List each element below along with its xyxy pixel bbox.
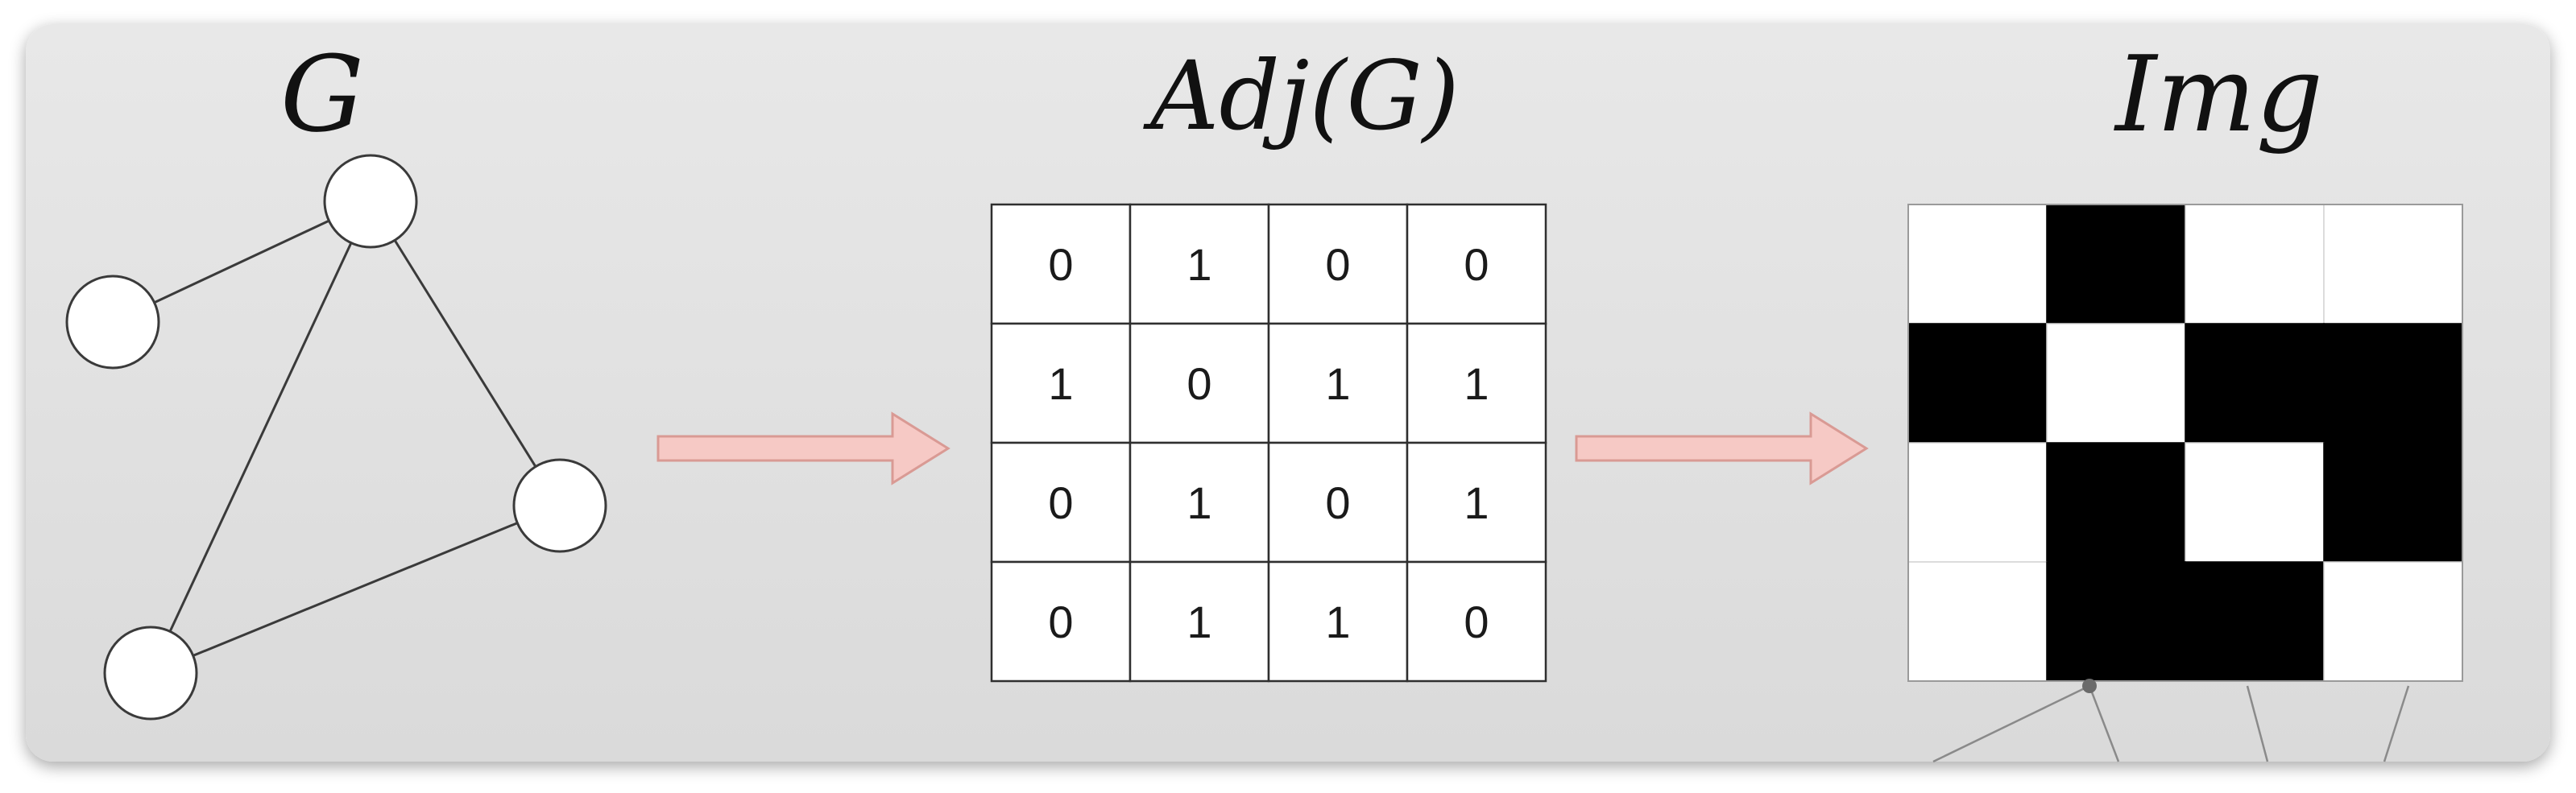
matrix-cell [1267, 560, 1409, 683]
image-pixel [1907, 204, 2048, 324]
connector-dot [2082, 679, 2097, 693]
graph-node [103, 626, 198, 721]
image-pixel [1907, 442, 2048, 563]
edge-n2-n4 [149, 200, 372, 674]
image-pixel [1907, 561, 2048, 682]
arrow-matrix-to-image [1575, 411, 1869, 485]
arrow-graph-to-matrix [656, 411, 950, 485]
image-pixel [2046, 323, 2186, 444]
matrix-cell [1129, 322, 1270, 444]
matrix-cell-value: 0 [1325, 477, 1350, 528]
matrix-cell [1406, 322, 1547, 444]
image-pixel [1907, 323, 2048, 444]
graph-title: G [280, 33, 364, 155]
edge-n2-n3 [369, 200, 561, 506]
edge-n3-n4 [150, 504, 561, 675]
connector-line [1932, 684, 2090, 763]
graph-edges [112, 200, 561, 675]
graph-node [323, 154, 418, 249]
matrix-cell [1129, 560, 1270, 683]
matrix-cell [1267, 203, 1409, 325]
image-connector-lines [1932, 684, 2410, 763]
graph-node [512, 458, 607, 553]
matrix-cell [1406, 203, 1547, 325]
matrix-cell [990, 560, 1132, 683]
matrix-cell [1267, 441, 1409, 564]
edge-n1-n2 [112, 200, 371, 324]
image-pixel [2185, 204, 2325, 324]
matrix-cell-value: 0 [1187, 358, 1211, 409]
matrix-cell-value: 1 [1187, 477, 1211, 528]
image-pixel [2323, 442, 2463, 563]
connector-line [2383, 685, 2410, 762]
graph-node [65, 275, 160, 370]
image-pixel [2185, 442, 2325, 563]
matrix-cell-value: 0 [1048, 597, 1073, 647]
matrix-section: Adj(G) 0 1 0 0 1 0 1 1 0 1 0 1 0 1 1 0 [990, 40, 1547, 683]
matrix-cell-value: 1 [1187, 239, 1211, 290]
matrix-cell [990, 441, 1132, 564]
matrix-cell [990, 203, 1132, 325]
image-pixel [2323, 323, 2463, 444]
matrix-cell-value: 0 [1464, 597, 1489, 647]
graph-section: G [65, 33, 607, 721]
matrix-cell [1406, 441, 1547, 564]
matrix-cell [1406, 560, 1547, 683]
image-pixel [2046, 442, 2186, 563]
matrix-cell-value: 1 [1187, 597, 1211, 647]
image-pixel [2185, 323, 2325, 444]
matrix-cell-value: 1 [1325, 358, 1350, 409]
matrix-cell [990, 322, 1132, 444]
matrix-title: Adj(G) [1143, 40, 1460, 151]
matrix-cell-value: 1 [1464, 477, 1489, 528]
matrix-cell-value: 0 [1464, 239, 1489, 290]
connector-line [2246, 685, 2269, 762]
matrix-cell-value: 0 [1048, 239, 1073, 290]
pixel-image [1907, 204, 2463, 682]
connector-line [2088, 685, 2120, 762]
matrix-cell-value: 1 [1325, 597, 1350, 647]
matrix-cell-value: 1 [1048, 358, 1073, 409]
graph-nodes [65, 154, 607, 721]
image-section: Img [1907, 33, 2463, 763]
matrix-cell [1129, 441, 1270, 564]
adjacency-matrix: 0 1 0 0 1 0 1 1 0 1 0 1 0 1 1 0 [990, 203, 1547, 683]
image-pixel [2046, 561, 2186, 682]
image-pixel [2323, 204, 2463, 324]
image-pixel [2185, 561, 2325, 682]
matrix-cell-value: 0 [1325, 239, 1350, 290]
image-pixel [2323, 561, 2463, 682]
image-title: Img [2114, 33, 2323, 155]
matrix-cell-value: 0 [1048, 477, 1073, 528]
image-pixel [2046, 204, 2186, 324]
image-border [1907, 204, 2463, 682]
matrix-cell-value: 1 [1464, 358, 1489, 409]
